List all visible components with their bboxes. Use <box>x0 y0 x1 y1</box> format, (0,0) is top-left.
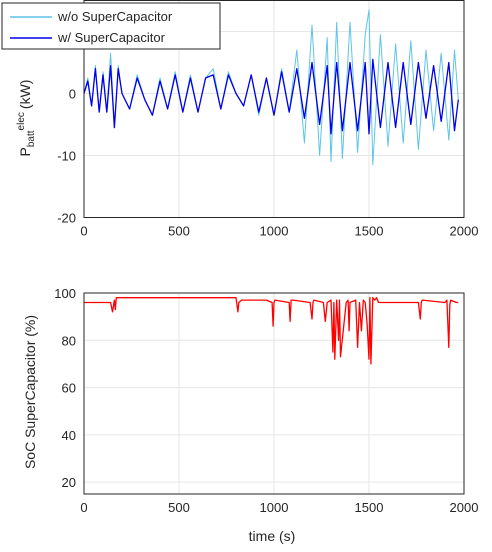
x-tick-label: 0 <box>80 500 87 515</box>
legend-label-w-supercapacitor: w/ SuperCapacitor <box>57 30 166 45</box>
top-axes-frame <box>83 0 465 218</box>
legend-box <box>1 2 221 50</box>
x-tick-label: 1000 <box>260 224 289 239</box>
bottom-series-group <box>84 297 459 365</box>
series-line-1 <box>83 58 459 135</box>
x-tick-label: 1000 <box>260 500 289 515</box>
bottom-y-axis-label: SoC SuperCapacitor (%) <box>22 315 38 469</box>
top-x-tick-labels: 0 500 1000 1500 2000 <box>80 224 478 239</box>
bottom-gridlines <box>83 292 465 494</box>
y-tick-label: 60 <box>62 381 76 396</box>
top-y-axis-label: Pbattelec(kW) <box>16 80 37 157</box>
y-tick-label: 0 <box>69 87 76 102</box>
y-tick-label: -20 <box>57 211 76 226</box>
bottom-axes-frame <box>83 292 465 495</box>
x-tick-label: 0 <box>80 224 87 239</box>
x-tick-label: 500 <box>168 500 190 515</box>
x-tick-label: 500 <box>168 224 190 239</box>
x-tick-label: 2000 <box>450 500 479 515</box>
legend-label-wo-supercapacitor: w/o SuperCapacitor <box>57 9 173 24</box>
y-tick-label: -10 <box>57 149 76 164</box>
y-tick-label: 100 <box>54 286 76 301</box>
top-legend: w/o SuperCapacitor w/ SuperCapacitor <box>1 2 221 50</box>
bottom-x-tick-labels: 0 500 1000 1500 2000 <box>80 500 478 515</box>
top-series-group <box>83 9 459 166</box>
y-tick-label: 20 <box>62 475 76 490</box>
x-tick-label: 2000 <box>450 224 479 239</box>
x-tick-label: 1500 <box>355 500 384 515</box>
bottom-panel: 0 500 1000 1500 2000 20 40 60 80 100 SoC SuperCa… <box>22 286 478 544</box>
bottom-y-tick-labels: 20 40 60 80 100 <box>54 286 76 490</box>
x-tick-label: 1500 <box>355 224 384 239</box>
series-line-0 <box>84 297 459 365</box>
top-y-tick-labels: -20-10010 <box>57 25 76 226</box>
bottom-x-axis-label: time (s) <box>249 528 296 544</box>
y-tick-label: 40 <box>62 428 76 443</box>
y-tick-label: 80 <box>62 333 76 348</box>
